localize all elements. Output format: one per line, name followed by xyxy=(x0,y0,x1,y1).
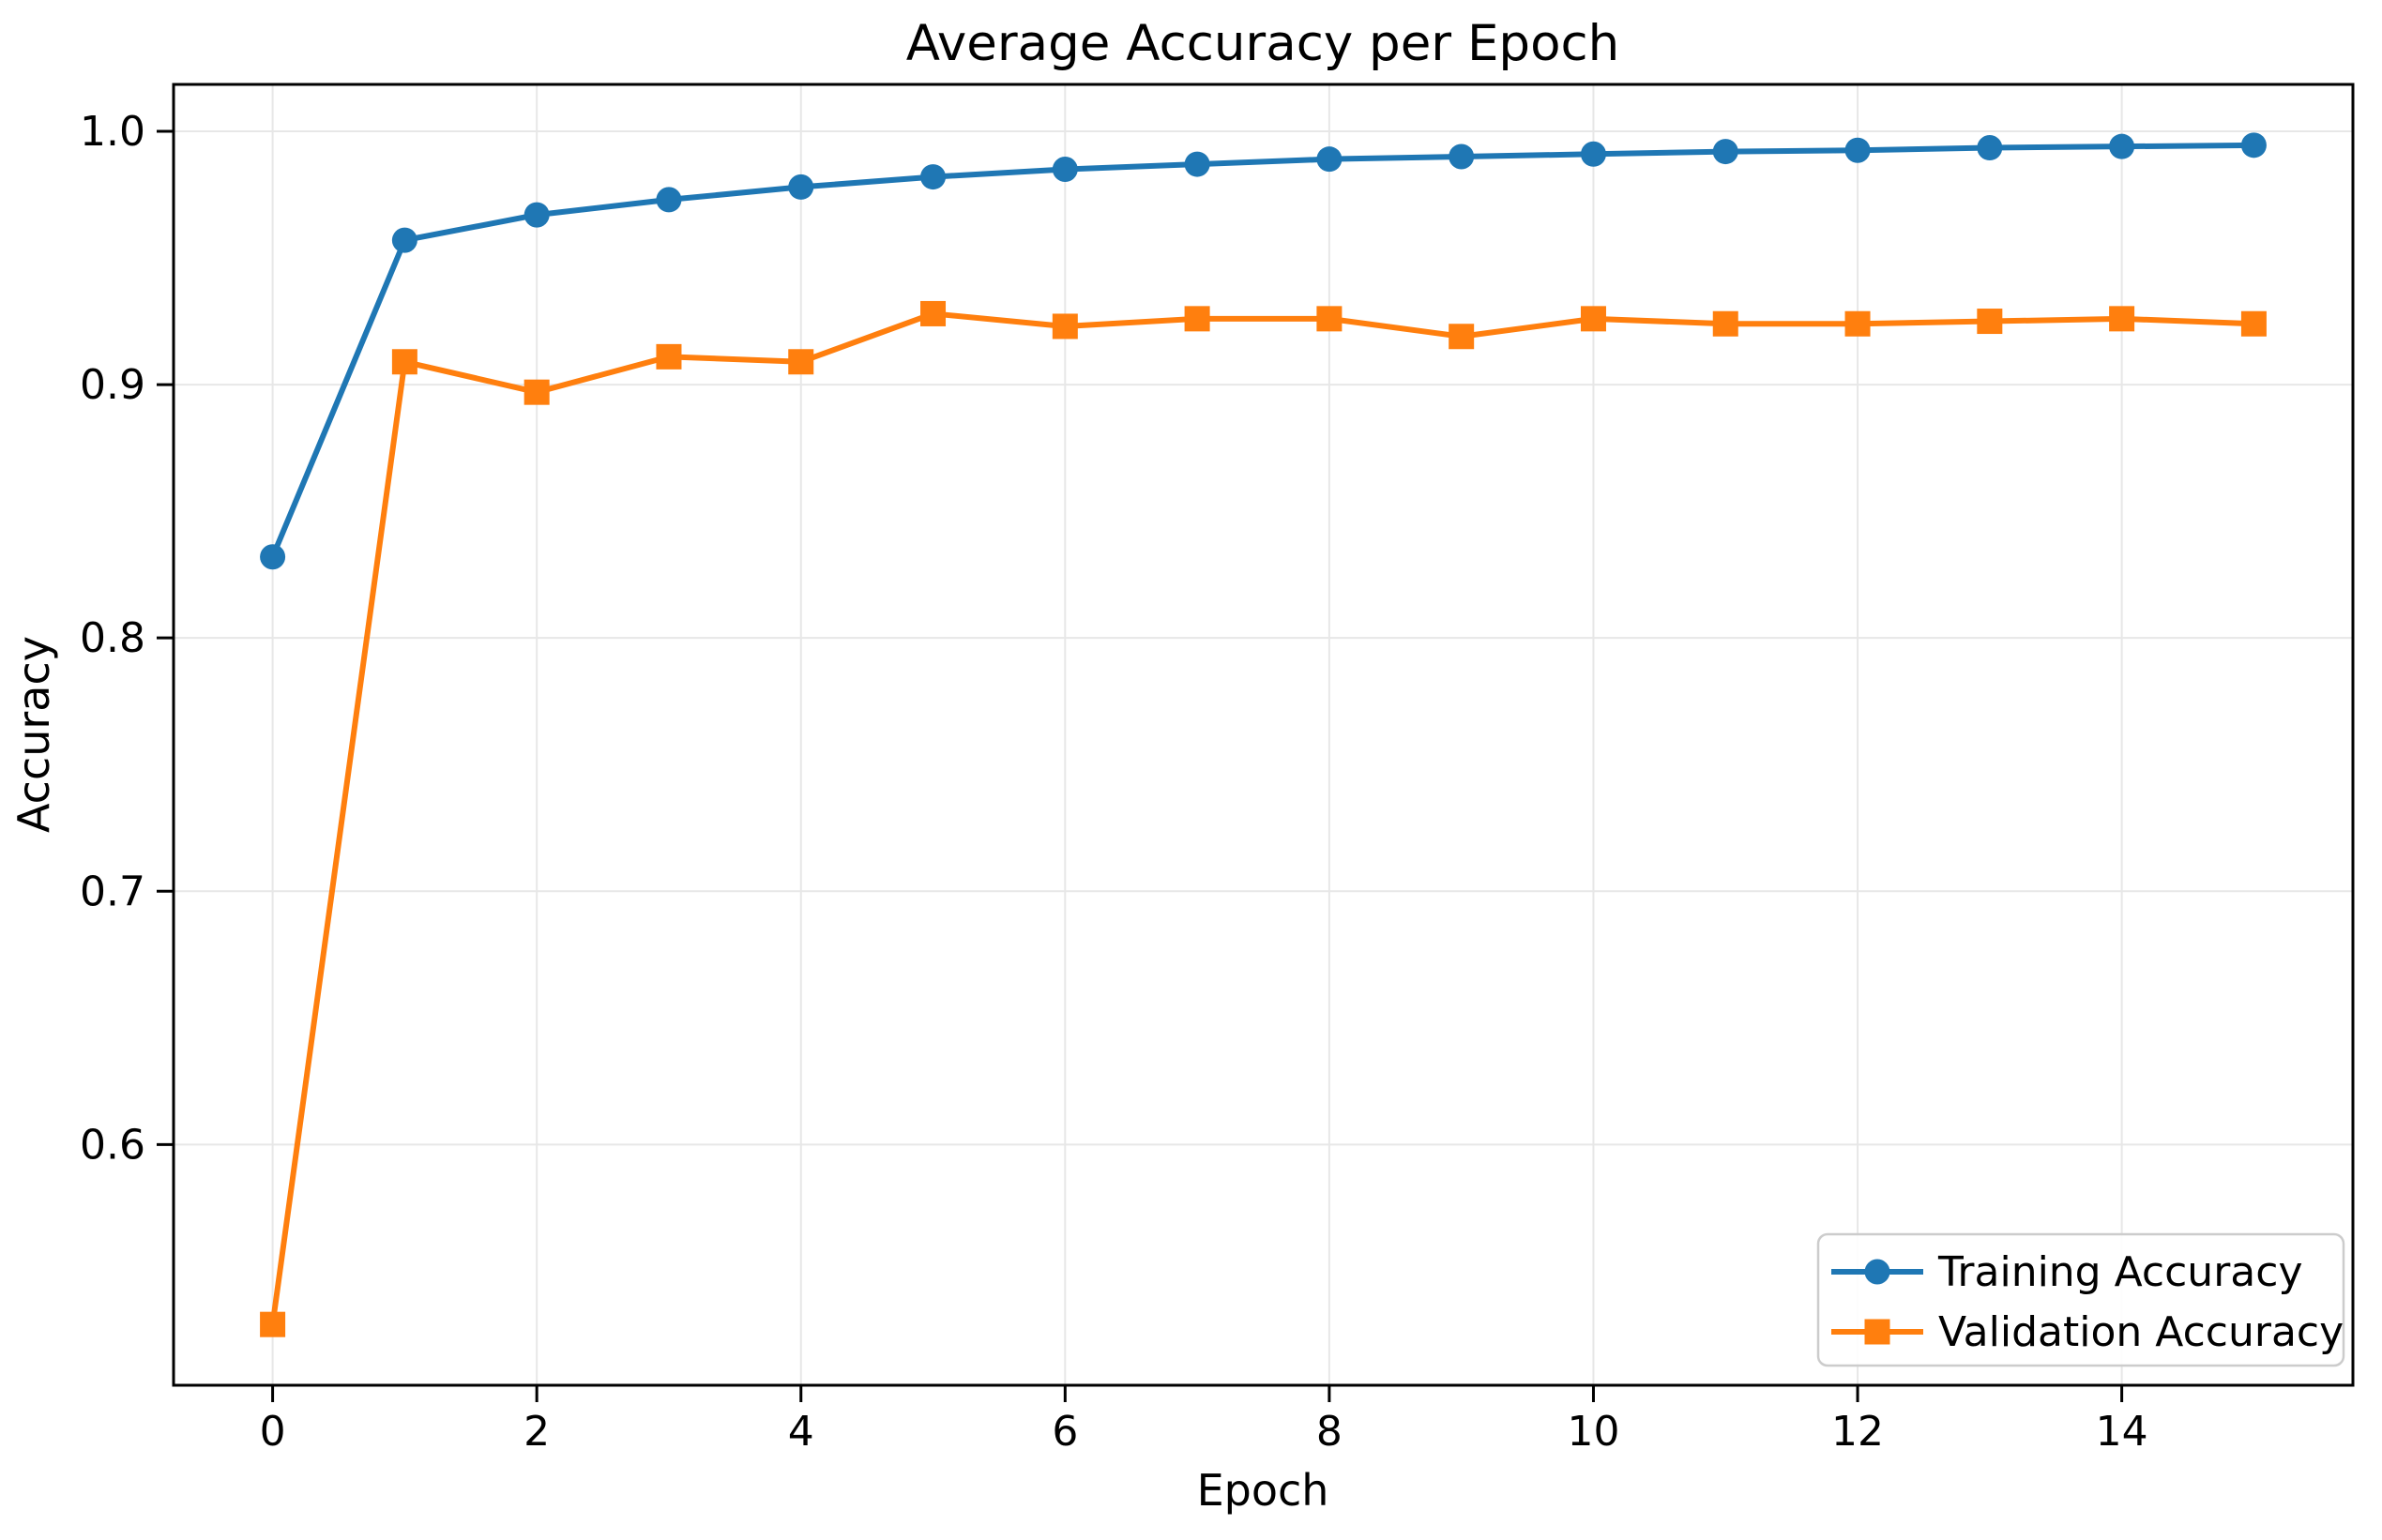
y-tick-label: 0.6 xyxy=(80,1121,145,1169)
validation-accuracy-marker xyxy=(260,1311,286,1337)
x-tick-label: 4 xyxy=(788,1408,814,1456)
validation-accuracy-marker xyxy=(1052,313,1078,340)
training-accuracy-marker xyxy=(1316,146,1343,173)
validation-accuracy-legend-marker xyxy=(1864,1319,1890,1345)
training-accuracy-marker xyxy=(1184,151,1210,177)
validation-accuracy-marker xyxy=(523,379,550,405)
x-tick-label: 8 xyxy=(1316,1408,1343,1456)
training-accuracy-marker xyxy=(1449,143,1475,170)
validation-accuracy-marker xyxy=(2240,310,2267,337)
legend-box xyxy=(1816,1232,2345,1367)
grid-layer xyxy=(174,84,2353,1385)
plot-border xyxy=(172,83,2355,1387)
training-accuracy-marker xyxy=(1844,137,1871,163)
y-tick-label: 1.0 xyxy=(80,108,145,156)
validation-accuracy-marker xyxy=(1977,309,2003,335)
training-accuracy-legend-marker xyxy=(1864,1259,1890,1285)
x-tick-label: 2 xyxy=(523,1408,550,1456)
training-accuracy-marker xyxy=(920,164,947,190)
y-tick-label: 0.8 xyxy=(80,614,145,662)
training-accuracy-line xyxy=(269,142,2257,560)
validation-accuracy-marker xyxy=(1580,306,1606,332)
x-tick-label: 12 xyxy=(1831,1408,1884,1456)
training-accuracy-marker xyxy=(788,174,814,200)
validation-accuracy-marker xyxy=(920,300,947,326)
training-accuracy-marker xyxy=(656,187,682,213)
y-tick-label: 0.9 xyxy=(80,361,145,409)
validation-accuracy-marker xyxy=(1316,306,1343,332)
training-accuracy-marker xyxy=(391,227,417,253)
x-tick-label: 14 xyxy=(2096,1408,2148,1456)
validation-accuracy-marker xyxy=(1449,324,1475,350)
y-axis-label: Accuracy xyxy=(8,636,59,833)
training-accuracy-marker xyxy=(1712,139,1738,165)
validation-accuracy-marker xyxy=(2109,306,2135,332)
x-tick-label: 10 xyxy=(1567,1408,1619,1456)
training-accuracy-marker xyxy=(260,544,286,570)
validation-accuracy-marker xyxy=(391,349,417,375)
y-tick-label: 0.7 xyxy=(80,868,145,915)
x-axis-label: Epoch xyxy=(1197,1465,1329,1516)
validation-accuracy-marker xyxy=(1184,306,1210,332)
validation-accuracy-line xyxy=(269,310,2257,1328)
validation-accuracy-marker xyxy=(1712,310,1738,337)
validation-accuracy-marker xyxy=(1844,310,1871,337)
x-tick-label: 6 xyxy=(1052,1408,1078,1456)
x-tick-label: 0 xyxy=(260,1408,286,1456)
training-accuracy-marker xyxy=(1052,156,1078,182)
axes-layer: 0 2 4 6 8 10 12 14 0.6 0.7 0.8 0.9 1.0 xyxy=(80,83,2355,1456)
training-accuracy-marker xyxy=(2109,133,2135,159)
validation-accuracy-legend-label: Validation Accuracy xyxy=(1938,1308,2344,1356)
series-layer xyxy=(260,132,2267,1337)
training-accuracy-marker xyxy=(1580,141,1606,167)
training-accuracy-marker xyxy=(1977,135,2003,161)
training-accuracy-marker xyxy=(2240,132,2267,159)
validation-accuracy-marker xyxy=(788,349,814,375)
legend: Training Accuracy Validation Accuracy xyxy=(1816,1232,2345,1367)
training-accuracy-marker xyxy=(523,202,550,228)
validation-accuracy-marker xyxy=(656,343,682,370)
chart-title: Average Accuracy per Epoch xyxy=(906,15,1619,72)
training-accuracy-legend-label: Training Accuracy xyxy=(1937,1248,2302,1296)
